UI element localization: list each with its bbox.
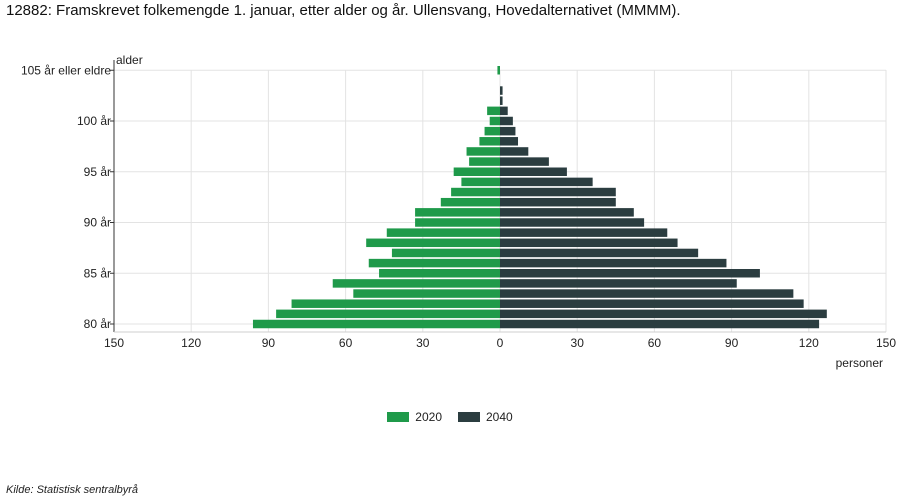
chart-title: 12882: Framskrevet folkemengde 1. januar… <box>6 2 681 19</box>
bar-2020 <box>479 137 500 146</box>
x-tick-label: 150 <box>876 336 896 350</box>
bar-2020 <box>487 106 500 116</box>
x-tick-label: 120 <box>181 336 201 350</box>
legend-swatch-2020 <box>387 412 410 422</box>
y-axis-title: alder <box>116 53 143 67</box>
bar-2020 <box>353 289 500 298</box>
x-tick-label: 90 <box>262 336 276 350</box>
x-tick-label: 60 <box>648 336 662 350</box>
bar-2020 <box>415 218 500 227</box>
bar-2040 <box>500 177 593 187</box>
bar-2040 <box>500 238 678 248</box>
x-tick-label: 30 <box>416 336 430 350</box>
y-tick-label: 80 år <box>84 317 111 331</box>
bar-2020 <box>276 309 500 319</box>
bar-2020 <box>332 279 500 288</box>
bar-2040 <box>500 187 616 197</box>
bar-2040 <box>500 269 760 278</box>
legend-label-2020: 2020 <box>415 410 442 424</box>
bar-2040 <box>500 96 503 105</box>
y-tick-label: 85 år <box>84 266 111 280</box>
x-tick-label: 30 <box>571 336 585 350</box>
bar-2040 <box>500 218 645 227</box>
bar-2040 <box>500 228 668 237</box>
bar-2040 <box>500 258 727 268</box>
bar-2020 <box>379 269 500 278</box>
bar-2020 <box>366 238 500 248</box>
x-tick-label: 150 <box>104 336 124 350</box>
x-tick-label: 0 <box>497 336 504 350</box>
bar-2040 <box>500 106 508 116</box>
bar-2040 <box>500 167 567 176</box>
bar-2020 <box>291 299 500 308</box>
bar-2020 <box>469 157 500 166</box>
bar-2020 <box>461 177 500 187</box>
bar-2040 <box>500 208 634 217</box>
bar-2020 <box>497 66 500 75</box>
bar-2040 <box>500 319 820 329</box>
bar-2020 <box>466 147 500 156</box>
x-axis-title: personer <box>836 356 883 370</box>
population-pyramid-chart: 80 år 85 år 90 år 95 år 100 år 105 år eller e… <box>21 53 896 370</box>
bar-2040 <box>500 137 519 146</box>
bar-2040 <box>500 147 529 156</box>
bar-2020 <box>489 116 500 126</box>
legend-item-2040: 2040 <box>458 410 513 424</box>
source-note: Kilde: Statistisk sentralbyrå <box>6 484 139 496</box>
bar-2040 <box>500 289 794 298</box>
bar-2040 <box>500 248 699 258</box>
bar-2040 <box>500 157 549 166</box>
bar-2020 <box>391 248 500 258</box>
bar-2040 <box>500 299 804 308</box>
legend: 2020 2040 <box>0 410 900 424</box>
y-tick-label: 105 år eller eldre <box>21 63 111 77</box>
bar-2040 <box>500 86 503 95</box>
legend-swatch-2040 <box>458 412 480 422</box>
bar-2040 <box>500 309 827 319</box>
bar-2020 <box>368 258 500 268</box>
bar-2020 <box>440 197 500 207</box>
bar-2040 <box>500 126 516 136</box>
bar-2020 <box>415 208 500 217</box>
y-tick-label: 95 år <box>84 165 111 179</box>
axes: 80 år 85 år 90 år 95 år 100 år 105 år eller e… <box>21 53 896 370</box>
bar-2020 <box>453 167 500 176</box>
x-tick-label: 60 <box>339 336 353 350</box>
x-tick-label: 120 <box>799 336 819 350</box>
bar-2040 <box>500 279 737 288</box>
bar-2040 <box>500 197 616 207</box>
x-tick-label: 90 <box>725 336 739 350</box>
bar-2020 <box>252 319 500 329</box>
bar-2020 <box>386 228 500 237</box>
bars <box>252 66 827 329</box>
bar-2020 <box>451 187 500 197</box>
legend-item-2020: 2020 <box>387 410 442 424</box>
bar-2040 <box>500 116 513 126</box>
bar-2020 <box>484 126 500 136</box>
y-tick-label: 100 år <box>77 114 111 128</box>
y-tick-label: 90 år <box>84 216 111 230</box>
legend-label-2040: 2040 <box>486 410 513 424</box>
